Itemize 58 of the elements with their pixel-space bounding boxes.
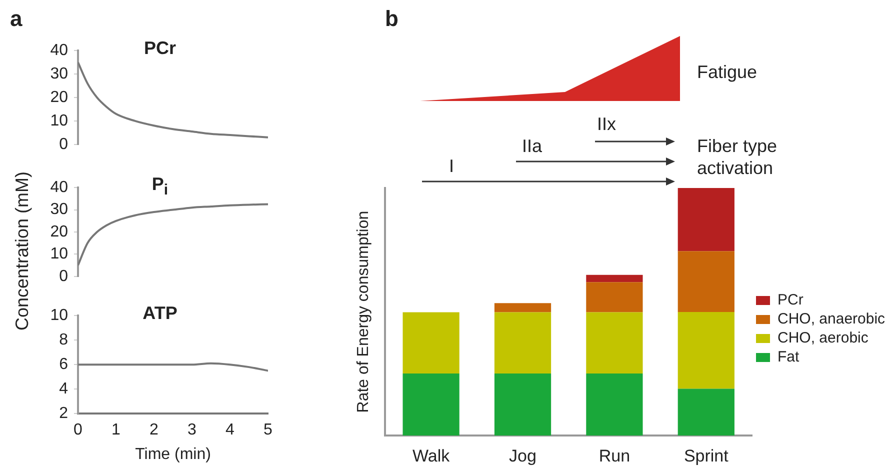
line-series — [78, 203, 268, 266]
bar — [586, 282, 643, 312]
text: IIa — [522, 136, 542, 157]
bar — [678, 388, 734, 436]
bar — [402, 312, 460, 374]
chart-title: ATP — [142, 303, 178, 324]
y-axis-title: Concentration (mM) — [11, 170, 33, 333]
y-tick-label: 0 — [59, 268, 68, 285]
bar — [586, 312, 643, 374]
y-tick-label: 2 — [59, 405, 68, 422]
bar — [678, 251, 734, 312]
x-axis-title: Time (min) — [135, 446, 211, 463]
y-tick-label: 6 — [59, 356, 68, 374]
x-tick-label: 1 — [112, 422, 121, 439]
text: I — [449, 156, 454, 177]
y-tick-label: 40 — [50, 42, 68, 60]
legend-label: Fat — [778, 348, 800, 366]
x-tick-label: Run — [598, 446, 630, 466]
bar — [494, 312, 552, 374]
x-tick-label: Sprint — [684, 446, 729, 466]
bar — [678, 312, 734, 389]
text: a — [10, 6, 22, 32]
y-tick-label: 0 — [59, 136, 68, 153]
legend-label: CHO, anaerobic — [778, 310, 886, 328]
x-tick-label: Jog — [509, 446, 536, 466]
x-tick-label: 5 — [264, 422, 273, 439]
bar — [402, 373, 460, 436]
chart-title: PCr — [142, 38, 177, 59]
x-tick-label: 0 — [74, 422, 83, 439]
x-tick-label: 4 — [226, 422, 235, 439]
text: IIx — [597, 114, 616, 135]
bar — [678, 188, 734, 252]
y-tick-label: 10 — [50, 307, 68, 324]
y-tick-label: 8 — [59, 332, 68, 349]
x-tick-label: Walk — [412, 446, 450, 466]
bar — [586, 373, 643, 436]
y-axis-title: Rate of Energy consumption — [355, 210, 372, 413]
text: Fiber type activation — [697, 135, 778, 179]
line-series — [78, 61, 268, 138]
y-tick-label: 40 — [50, 179, 68, 196]
x-tick-label: 3 — [188, 422, 197, 439]
y-tick-label: 30 — [50, 65, 68, 82]
y-tick-label: 10 — [50, 246, 68, 263]
text: Fatigue — [697, 62, 758, 83]
bar — [586, 274, 643, 282]
bar — [494, 373, 552, 436]
bar — [494, 303, 552, 312]
legend-label: CHO, aerobic — [778, 330, 869, 347]
chart-title: P$_{i}$ — [150, 174, 170, 199]
y-tick-label: 20 — [50, 88, 68, 106]
text: b — [385, 6, 398, 32]
x-tick-label: 2 — [150, 422, 159, 439]
legend-label: PCr — [778, 292, 804, 309]
y-tick-label: 10 — [50, 112, 68, 130]
y-tick-label: 4 — [59, 380, 68, 398]
line-series — [78, 362, 268, 372]
y-tick-label: 30 — [50, 201, 68, 218]
y-tick-label: 20 — [50, 223, 68, 240]
